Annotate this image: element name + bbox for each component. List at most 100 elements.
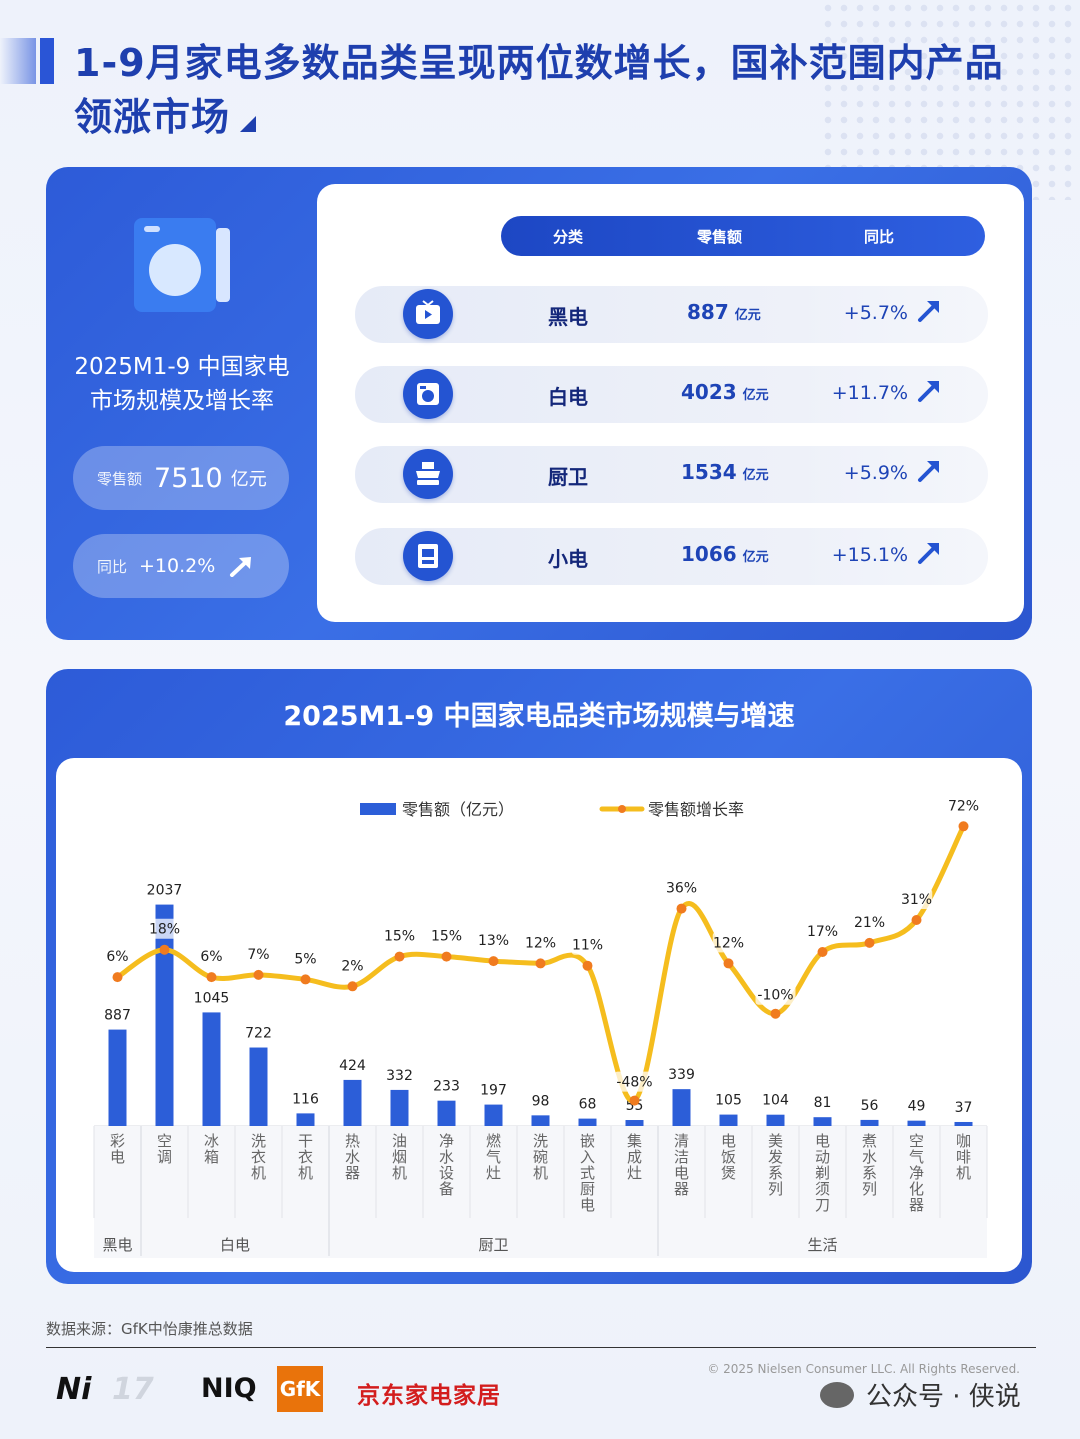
line-label: 11%	[572, 938, 603, 954]
line-label-bg	[665, 877, 698, 898]
line-label-bg	[477, 930, 510, 951]
bar-label: 2037	[147, 883, 183, 899]
yoy-value: +10.2%	[139, 555, 216, 577]
bar-label: 105	[715, 1093, 742, 1109]
line-label: 13%	[478, 933, 509, 949]
bar-1	[155, 904, 174, 1126]
range-hood-icon	[403, 449, 453, 499]
copyright: © 2025 Nielsen Consumer LLC. All Rights …	[707, 1362, 1020, 1376]
group-label: 白电	[220, 1236, 250, 1254]
bar-label: 197	[480, 1083, 507, 1099]
category-label: 油烟机	[392, 1132, 407, 1182]
category-label: 干衣机	[298, 1132, 313, 1182]
bar-label: 98	[532, 1093, 550, 1109]
line-point-2	[206, 972, 217, 983]
footer-divider	[46, 1347, 1036, 1348]
bar-label: 332	[386, 1068, 413, 1084]
category-label: 电饭煲	[721, 1132, 736, 1182]
retail-total-pill: 零售额 7510 亿元	[73, 446, 289, 510]
line-label: 6%	[200, 949, 222, 965]
category-label: 美发系列	[768, 1132, 783, 1198]
yoy-total-pill: 同比 +10.2%	[73, 534, 289, 598]
summary-title: 2025M1-9 中国家电 市场规模及增长率	[58, 350, 306, 418]
bar-4	[296, 1113, 315, 1126]
bar-label: 49	[908, 1099, 926, 1115]
row-yoy: +15.1%	[831, 544, 908, 566]
line-label-bg	[294, 948, 317, 969]
line-label: -48%	[616, 1075, 652, 1091]
yoy-label: 同比	[97, 557, 128, 576]
category-label: 冰箱	[204, 1132, 219, 1166]
bar-14	[766, 1114, 785, 1126]
category-label: 煮水系列	[862, 1132, 877, 1198]
wechat-label: 公众号 · 侠说	[866, 1382, 1021, 1412]
bar-5	[343, 1079, 362, 1126]
line-point-10	[582, 960, 593, 971]
bar-label: 37	[955, 1100, 973, 1116]
row-category: 白电	[548, 385, 588, 409]
line-point-1	[159, 944, 170, 955]
line-label-bg	[947, 795, 980, 816]
line-label: 36%	[666, 881, 697, 897]
category-label: 洗衣机	[251, 1132, 266, 1182]
line-point-11	[629, 1095, 640, 1106]
line-label: 7%	[247, 947, 269, 963]
line-label-bg	[712, 932, 745, 953]
category-label: 电动剃须刀	[815, 1132, 830, 1214]
line-label-bg	[806, 921, 839, 941]
arrow-up-right-icon	[918, 461, 939, 482]
line-label: 21%	[854, 915, 885, 931]
line-label: 6%	[106, 949, 128, 965]
line-label-bg	[430, 925, 463, 946]
arrow-up-right-icon	[918, 381, 939, 402]
ni-logo: Ni	[56, 1372, 92, 1407]
line-point-6	[394, 951, 405, 962]
category-label: 洗碗机	[533, 1132, 548, 1182]
washing-machine-icon	[134, 218, 230, 312]
row-value: 1534 亿元	[681, 460, 769, 484]
table-row: 黑电 887 亿元 +5.7%	[355, 286, 988, 343]
bar-label: 104	[762, 1093, 789, 1109]
bar-label: 116	[292, 1091, 319, 1107]
arrow-up-right-icon	[918, 543, 939, 564]
row-value: 1066 亿元	[681, 542, 769, 566]
line-point-16	[864, 937, 875, 948]
chart-title: 2025M1-9 中国家电品类市场规模与增速	[283, 701, 795, 732]
table-row: 白电 4023 亿元 +11.7%	[355, 366, 988, 423]
line-label-bg	[383, 925, 416, 946]
bar-0	[108, 1029, 127, 1126]
jd-logo: 京东家电家居	[357, 1383, 501, 1409]
title-accent-bar	[40, 38, 54, 84]
table-row: 厨卫 1534 亿元 +5.9%	[355, 446, 988, 503]
data-source: 数据来源：GfK中怡康推总数据	[46, 1320, 253, 1338]
appliance-icon	[403, 531, 453, 581]
retail-unit: 亿元	[230, 469, 267, 490]
bar-label: 233	[433, 1079, 460, 1095]
line-label-bg	[571, 934, 604, 955]
row-category: 厨卫	[548, 465, 588, 489]
line-label: 12%	[525, 935, 556, 951]
bar-11	[625, 1120, 644, 1126]
line-label-bg	[524, 932, 557, 953]
niq-logo: NIQ	[201, 1373, 257, 1404]
category-label: 空气净化器	[909, 1132, 924, 1214]
category-label: 热水器	[345, 1132, 360, 1182]
line-point-18	[958, 821, 969, 832]
header-yoy: 同比	[864, 228, 895, 246]
line-point-17	[911, 915, 922, 925]
category-label: 彩电	[110, 1132, 125, 1166]
summary-title-line1: 2025M1-9 中国家电	[74, 354, 290, 380]
legend-line-marker	[618, 805, 626, 813]
table-row: 小电 1066 亿元 +15.1%	[355, 528, 988, 585]
header-category: 分类	[553, 228, 584, 246]
legend-bar-label: 零售额（亿元）	[402, 800, 514, 819]
category-label: 嵌入式厨电	[580, 1132, 595, 1214]
row-value: 887 亿元	[687, 300, 761, 324]
line-label: 5%	[294, 951, 316, 967]
bar-label: 887	[104, 1008, 131, 1024]
bar-label: 56	[861, 1098, 879, 1114]
group-label: 厨卫	[478, 1236, 508, 1254]
line-point-15	[817, 947, 828, 957]
title-corner-icon	[240, 116, 257, 132]
